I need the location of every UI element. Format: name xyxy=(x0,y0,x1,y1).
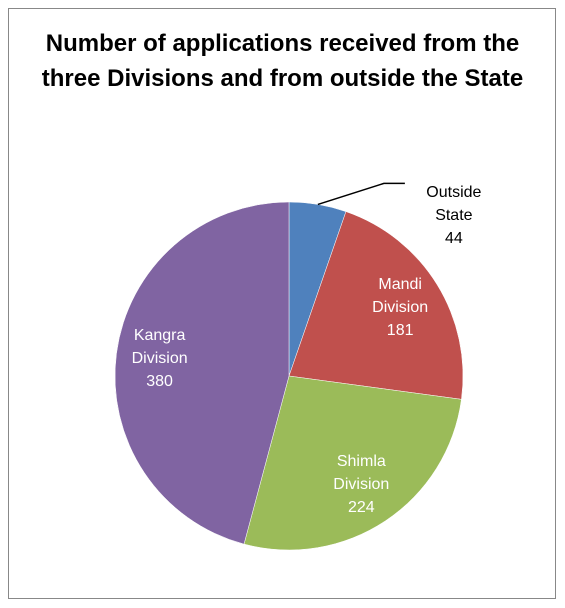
data-label: Mandi Division 181 xyxy=(350,273,450,342)
category-label: Mandi Division xyxy=(372,276,429,317)
chart-title: Number of applications received from the… xyxy=(41,30,524,92)
pie-slice xyxy=(114,201,290,545)
pie-slice xyxy=(243,375,462,551)
leader-line xyxy=(317,182,405,206)
value-label: 44 xyxy=(444,229,463,247)
data-label: Shimla Division 224 xyxy=(311,450,411,519)
value-label: 380 xyxy=(146,373,173,391)
category-label: Outside State xyxy=(426,183,482,224)
data-label: Kangra Division 380 xyxy=(110,324,210,393)
value-label: 181 xyxy=(386,322,414,340)
category-label: Shimla Division xyxy=(333,453,390,494)
chart-frame xyxy=(8,8,556,599)
category-label: Kangra Division xyxy=(131,327,188,368)
pie-slice xyxy=(288,211,464,400)
value-label: 224 xyxy=(347,499,375,517)
data-label: Outside State 44 xyxy=(404,181,504,250)
